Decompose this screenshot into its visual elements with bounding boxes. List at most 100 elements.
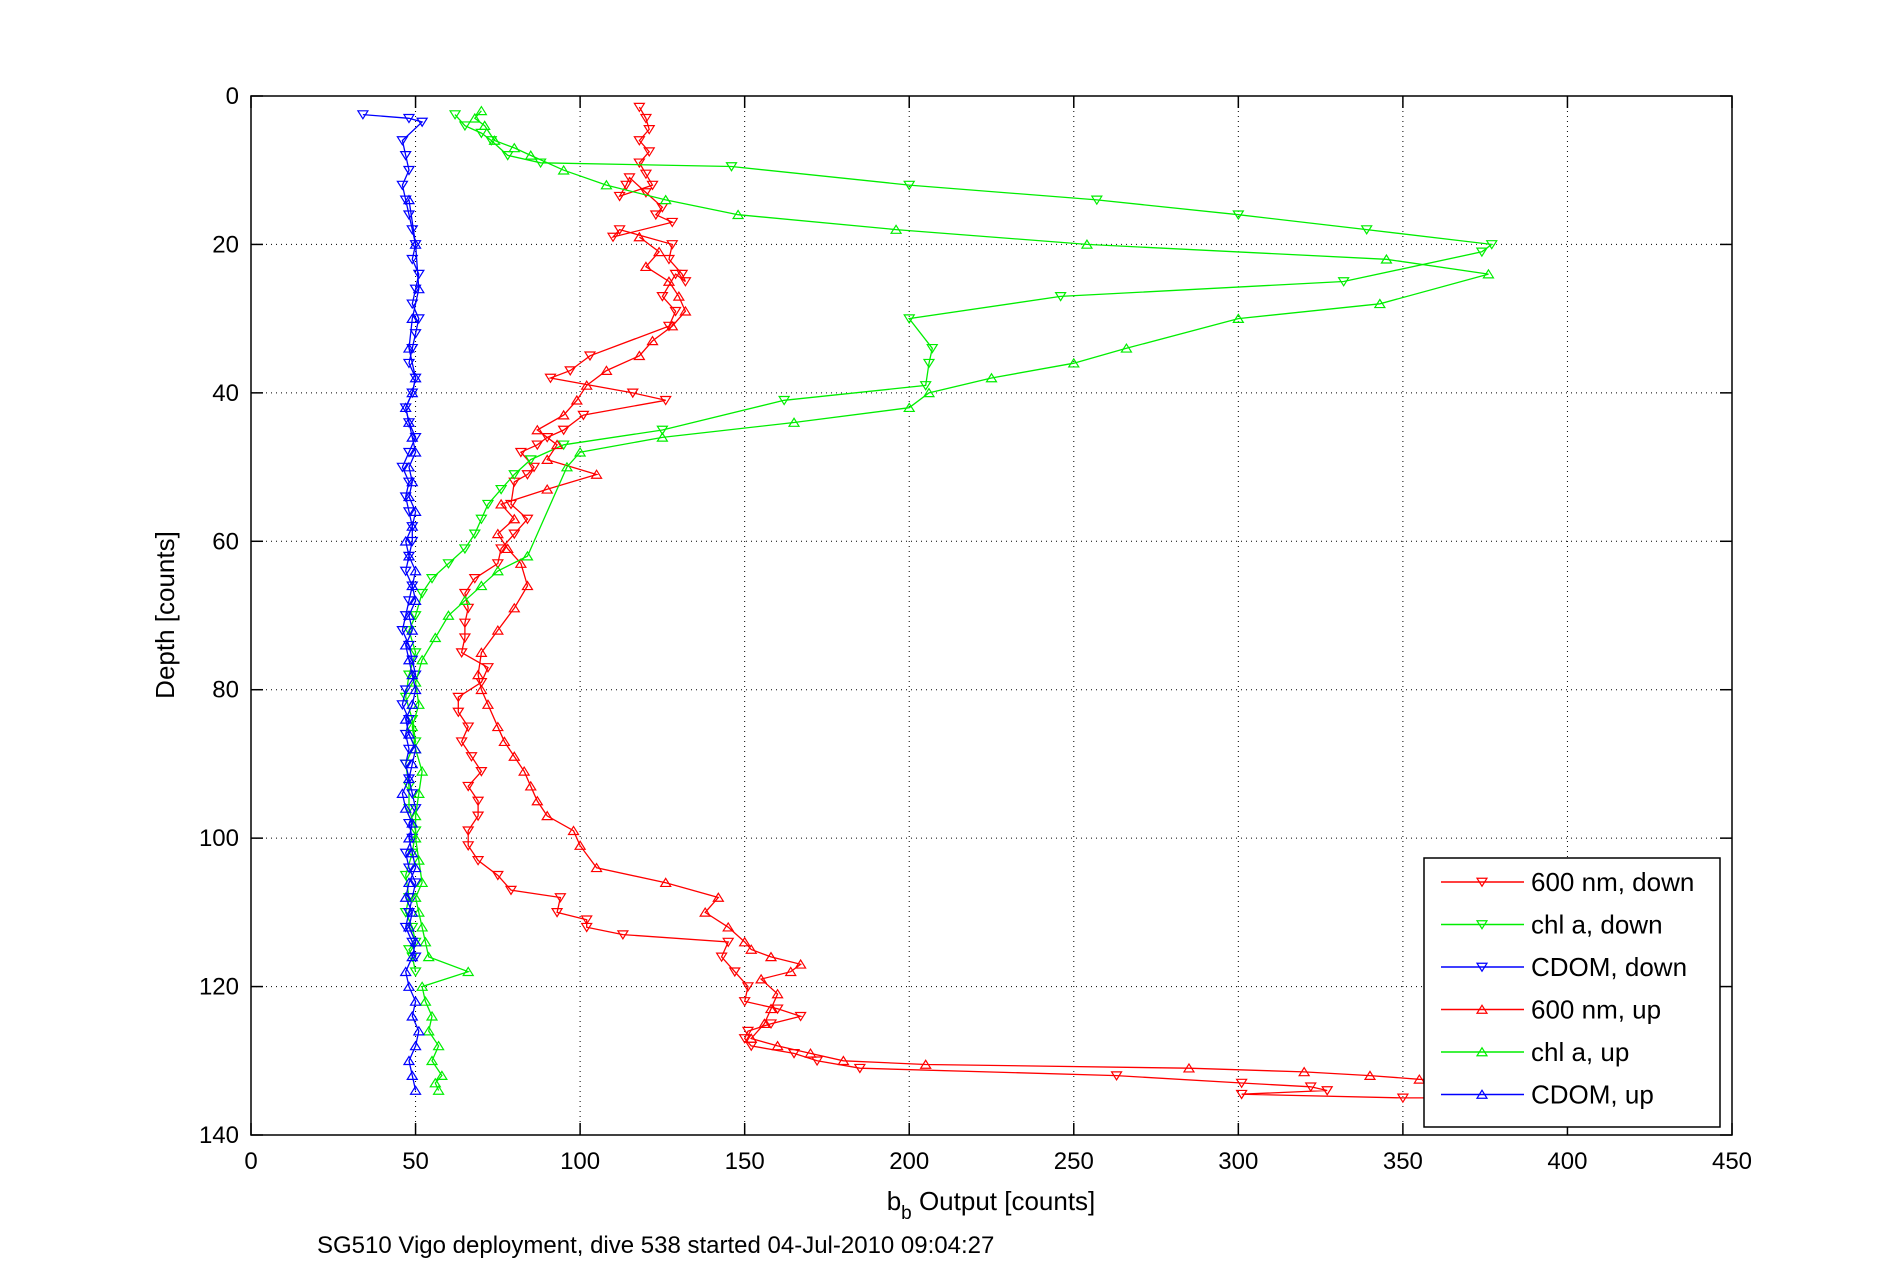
data-point	[406, 254, 419, 265]
data-point	[488, 135, 501, 145]
data-point	[643, 147, 656, 158]
data-point	[422, 1025, 435, 1036]
data-point	[659, 395, 672, 406]
data-point	[633, 136, 646, 146]
data-point	[491, 721, 504, 732]
series-line	[457, 106, 1594, 1099]
data-point	[442, 559, 455, 569]
data-point	[399, 492, 412, 503]
data-point	[399, 870, 412, 881]
data-point	[406, 580, 419, 591]
data-point	[1304, 1082, 1317, 1093]
data-point	[580, 922, 593, 933]
data-point	[659, 877, 672, 888]
legend-label: CDOM, down	[1531, 952, 1687, 982]
data-point	[504, 885, 518, 896]
data-point	[406, 699, 419, 709]
data-point	[544, 373, 557, 384]
data-point	[396, 625, 409, 636]
data-point	[402, 165, 416, 176]
data-point	[666, 320, 679, 331]
data-point	[402, 832, 416, 843]
x-axis-label: bb Output [counts]	[887, 1186, 1096, 1224]
data-point	[521, 514, 534, 525]
data-point	[458, 595, 472, 606]
data-point	[639, 113, 653, 124]
chart-subtitle: SG510 Vigo deployment, dive 538 started …	[317, 1232, 994, 1259]
data-point	[425, 1010, 439, 1021]
data-point	[1182, 1062, 1196, 1073]
data-point	[481, 663, 495, 673]
data-point	[672, 290, 685, 301]
data-point	[432, 1040, 445, 1051]
data-point	[402, 654, 416, 665]
data-point	[406, 906, 419, 917]
data-point	[491, 565, 504, 576]
data-point	[646, 180, 659, 191]
data-point	[462, 826, 475, 837]
data-point	[409, 952, 422, 963]
data-point	[771, 1004, 784, 1015]
data-point	[406, 817, 419, 828]
data-point	[531, 440, 544, 451]
data-point	[580, 915, 593, 926]
legend-label: 600 nm, down	[1531, 867, 1694, 897]
data-point	[738, 936, 751, 947]
data-point	[620, 180, 633, 191]
y-tick-label: 140	[199, 1122, 239, 1149]
x-axis-label-subscript: b	[901, 1203, 912, 1224]
legend-marker	[1475, 877, 1489, 888]
data-point	[557, 409, 570, 420]
data-point	[764, 1019, 778, 1030]
x-tick-label: 100	[560, 1148, 600, 1175]
data-point	[590, 862, 603, 873]
data-point	[521, 470, 534, 480]
data-point	[495, 484, 508, 495]
data-point	[412, 314, 425, 325]
data-point	[567, 825, 580, 836]
data-point	[1413, 1073, 1426, 1084]
data-point	[455, 648, 468, 658]
data-point	[732, 209, 745, 220]
data-point	[656, 425, 669, 436]
y-tick-label: 100	[199, 825, 239, 852]
data-point	[412, 699, 425, 709]
data-point	[425, 1055, 439, 1066]
data-point	[778, 395, 791, 406]
data-point	[409, 967, 422, 978]
data-point	[399, 759, 412, 770]
data-point	[409, 329, 422, 339]
data-point	[406, 721, 419, 732]
x-tick-label: 0	[244, 1148, 257, 1175]
data-point	[402, 358, 416, 369]
data-point	[468, 574, 481, 584]
data-point	[926, 343, 939, 354]
data-point	[412, 855, 425, 865]
data-point	[409, 810, 422, 821]
data-point	[550, 439, 564, 450]
data-point	[402, 491, 416, 502]
data-point	[409, 611, 422, 621]
data-point	[402, 908, 416, 918]
data-point	[508, 142, 521, 153]
data-point	[1321, 1086, 1334, 1096]
data-point	[402, 461, 416, 472]
data-point	[409, 878, 422, 889]
data-point	[577, 410, 590, 421]
data-point	[416, 588, 429, 599]
data-point	[669, 269, 682, 280]
data-point	[501, 151, 514, 161]
data-point	[919, 381, 932, 391]
data-point	[662, 276, 676, 286]
data-point	[712, 892, 725, 902]
data-point	[495, 544, 508, 555]
data-point	[399, 195, 412, 206]
data-point	[409, 936, 422, 947]
legend-label: chl a, up	[1531, 1037, 1629, 1067]
x-tick-label: 250	[1054, 1148, 1094, 1175]
data-point	[429, 632, 442, 643]
data-point	[416, 654, 429, 665]
data-point	[406, 951, 419, 962]
data-point	[402, 877, 416, 888]
